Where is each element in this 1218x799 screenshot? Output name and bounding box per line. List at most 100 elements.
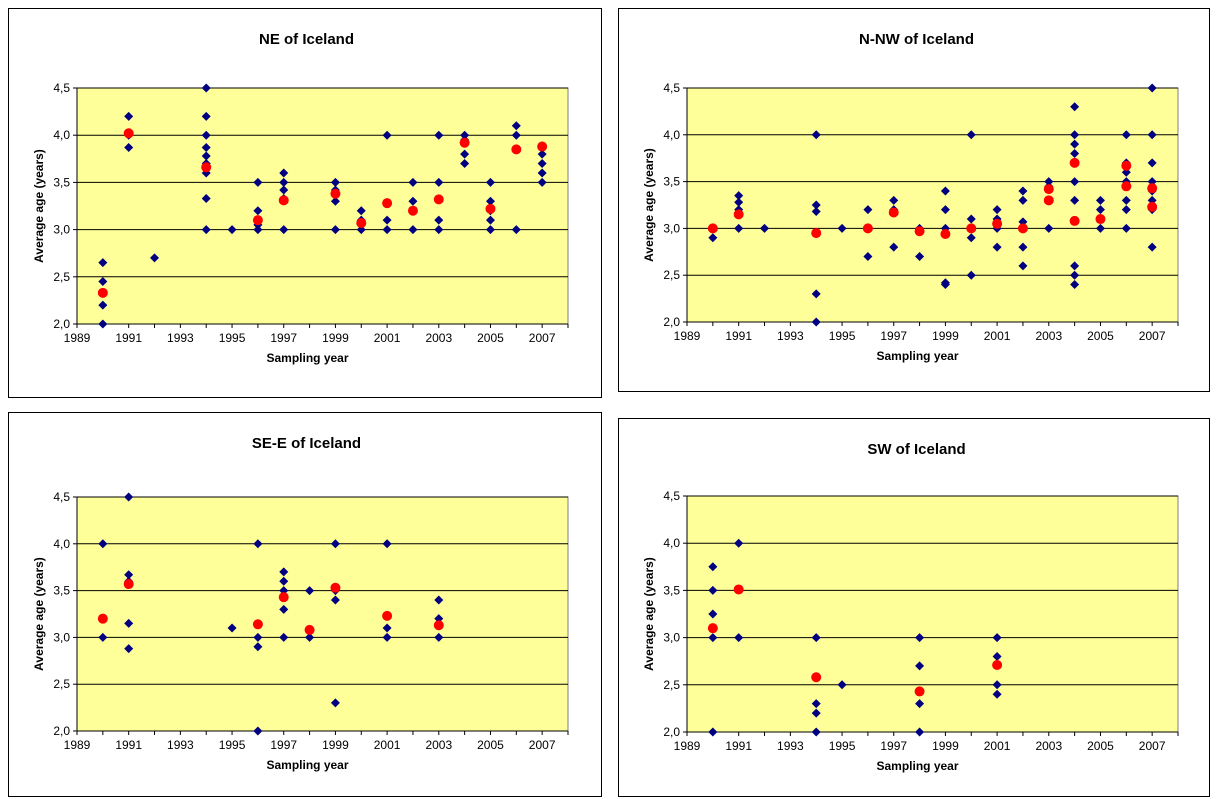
y-tick-label: 2,0 (663, 315, 680, 329)
data-point-diamond (992, 651, 1002, 661)
x-tick-label: 1997 (880, 329, 907, 343)
data-point-diamond (1095, 205, 1105, 215)
data-point-diamond (201, 151, 211, 161)
x-tick-label: 1999 (932, 739, 959, 753)
plot-area (76, 496, 569, 732)
x-tick-label: 2001 (984, 329, 1011, 343)
data-point-average (278, 195, 289, 206)
data-point-average (382, 198, 393, 209)
x-tick-label: 1993 (777, 329, 804, 343)
x-tick-label: 1991 (725, 329, 752, 343)
data-point-diamond (1121, 223, 1131, 233)
data-point-average (252, 619, 263, 630)
data-point-diamond (253, 177, 263, 187)
data-point-diamond (330, 539, 340, 549)
x-axis-title: Sampling year (876, 759, 958, 773)
x-tick-label: 1997 (880, 739, 907, 753)
data-point-diamond (253, 726, 263, 736)
y-tick-label: 2,5 (53, 677, 70, 691)
x-tick-label: 1995 (829, 739, 856, 753)
y-tick-label: 4,5 (53, 490, 70, 504)
data-point-diamond (124, 142, 134, 152)
data-point-diamond (1147, 83, 1157, 93)
data-point-diamond (124, 570, 134, 580)
data-point-diamond (992, 633, 1002, 643)
plot-area (686, 495, 1179, 733)
x-tick-label: 1999 (932, 329, 959, 343)
data-point-diamond (863, 251, 873, 261)
data-point-diamond (201, 142, 211, 152)
x-tick-label: 1993 (167, 738, 194, 752)
data-point-diamond (201, 83, 211, 93)
x-tick-label: 2005 (477, 331, 504, 345)
data-point-diamond (279, 177, 289, 187)
data-point-diamond (915, 699, 925, 709)
data-point-diamond (356, 206, 366, 216)
x-tick-label: 1995 (829, 329, 856, 343)
data-point-diamond (966, 270, 976, 280)
x-tick-label: 1993 (777, 739, 804, 753)
data-point-diamond (734, 223, 744, 233)
data-point-diamond (708, 609, 718, 619)
data-point-diamond (485, 177, 495, 187)
data-point-average (252, 215, 263, 226)
data-point-diamond (124, 644, 134, 654)
data-point-diamond (330, 196, 340, 206)
data-point-diamond (253, 225, 263, 235)
data-point-diamond (837, 680, 847, 690)
data-point-average (992, 218, 1003, 229)
data-point-average (1043, 195, 1054, 206)
data-point-diamond (460, 159, 470, 169)
data-point-average (888, 207, 899, 218)
data-point-average (811, 228, 822, 239)
data-point-average (1069, 157, 1080, 168)
chart-title: NE of Iceland (259, 31, 354, 48)
data-point-diamond (708, 633, 718, 643)
data-point-diamond (966, 233, 976, 243)
plot-area (686, 87, 1179, 323)
x-axis-title: Sampling year (266, 758, 348, 772)
data-point-average (537, 141, 548, 152)
data-point-diamond (434, 632, 444, 642)
data-point-diamond (434, 130, 444, 140)
data-point-average (914, 226, 925, 237)
data-point-diamond (1070, 270, 1080, 280)
data-point-diamond (98, 539, 108, 549)
y-tick-label: 2,5 (663, 268, 680, 282)
y-tick-label: 4,5 (663, 81, 680, 95)
data-point-diamond (1070, 130, 1080, 140)
data-point-diamond (511, 225, 521, 235)
data-point-average (330, 188, 341, 199)
individual-samples-series (708, 538, 1002, 737)
y-tick-label: 4,0 (663, 128, 680, 142)
data-point-diamond (811, 289, 821, 299)
data-point-average (278, 592, 289, 603)
y-tick-label: 2,0 (663, 725, 680, 739)
x-tick-label: 2001 (984, 739, 1011, 753)
data-point-diamond (708, 727, 718, 737)
data-point-average (407, 205, 418, 216)
x-tick-label: 1991 (115, 331, 142, 345)
data-point-diamond (227, 623, 237, 633)
y-tick-label: 3,5 (663, 583, 680, 597)
data-point-diamond (811, 633, 821, 643)
data-point-diamond (408, 225, 418, 235)
data-point-average (511, 144, 522, 155)
data-point-diamond (966, 214, 976, 224)
data-point-average (433, 620, 444, 631)
y-tick-label: 2,0 (53, 317, 70, 331)
data-point-diamond (992, 680, 1002, 690)
data-point-average (966, 223, 977, 234)
x-tick-label: 1999 (322, 738, 349, 752)
data-point-diamond (940, 278, 950, 288)
data-point-diamond (382, 215, 392, 225)
data-point-average (97, 613, 108, 624)
chart-sw-iceland: SW of Iceland 2,0 2,5 3,0 3,5 4,0 4,5 1989 1991 1… (618, 418, 1210, 797)
x-tick-label: 1991 (115, 738, 142, 752)
data-point-average (914, 686, 925, 697)
x-tick-label: 1989 (674, 329, 701, 343)
data-point-diamond (1070, 102, 1080, 112)
y-tick-label: 4,0 (663, 536, 680, 550)
data-point-diamond (537, 149, 547, 159)
data-point-average (1043, 184, 1054, 195)
